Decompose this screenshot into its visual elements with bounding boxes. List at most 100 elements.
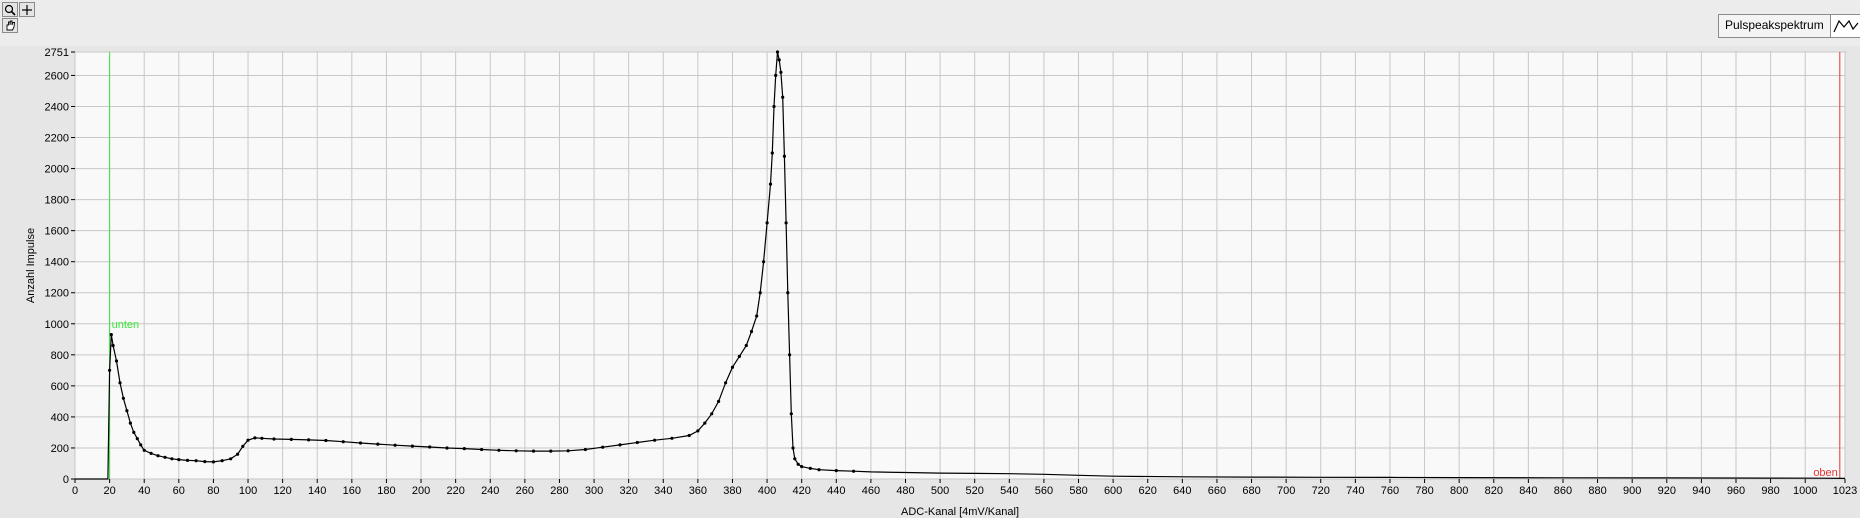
x-tick-label: 220 <box>446 485 464 497</box>
x-tick-label: 500 <box>931 485 949 497</box>
data-point <box>791 446 795 450</box>
cursor-label-unten: unten <box>112 319 140 331</box>
x-tick-label: 680 <box>1242 485 1260 497</box>
data-point <box>755 314 759 318</box>
y-tick-label: 800 <box>51 350 69 362</box>
x-tick-label: 580 <box>1069 485 1087 497</box>
x-tick-label: 360 <box>689 485 707 497</box>
data-point <box>670 436 674 440</box>
data-point <box>229 457 233 461</box>
x-tick-label: 700 <box>1277 485 1295 497</box>
data-point <box>132 430 136 434</box>
data-point <box>125 409 129 413</box>
data-point <box>531 449 536 453</box>
y-tick-label: 2000 <box>45 164 69 176</box>
x-tick-label: 720 <box>1312 485 1330 497</box>
x-tick-label: 520 <box>966 485 984 497</box>
data-point <box>834 469 838 473</box>
data-point <box>428 445 432 449</box>
data-point <box>203 460 207 464</box>
data-point <box>341 440 345 444</box>
data-point <box>170 457 174 461</box>
data-point <box>114 359 119 363</box>
crosshair-tool-button[interactable] <box>19 2 35 17</box>
x-tick-label: 340 <box>654 485 672 497</box>
x-tick-label: 320 <box>619 485 637 497</box>
x-axis-label: ADC-Kanal [4mV/Kanal] <box>901 506 1019 518</box>
data-point <box>762 260 766 264</box>
y-tick-label: 2400 <box>45 101 69 113</box>
zoom-tool-button[interactable] <box>2 2 18 17</box>
data-point <box>781 95 785 99</box>
x-tick-label: 660 <box>1208 485 1226 497</box>
x-tick-label: 40 <box>138 485 150 497</box>
pan-tool-button[interactable] <box>2 18 18 33</box>
x-tick-label: 640 <box>1173 485 1191 497</box>
data-point <box>800 465 804 469</box>
legend-series-name: Pulspeakspektrum <box>1725 18 1824 32</box>
y-tick-label: 2200 <box>45 133 69 145</box>
x-tick-label: 940 <box>1692 485 1710 497</box>
plot-legend[interactable]: Pulspeakspektrum <box>1718 14 1860 38</box>
plot-area <box>74 51 1846 480</box>
data-point <box>324 438 328 443</box>
data-point <box>410 444 414 448</box>
data-point <box>583 447 588 452</box>
cursor-label-oben: oben <box>1813 467 1837 479</box>
data-point <box>289 437 293 441</box>
x-tick-label: 1000 <box>1793 485 1817 497</box>
data-point <box>566 449 570 453</box>
x-tick-label: 140 <box>308 485 326 497</box>
data-point <box>253 436 257 440</box>
legend-line-style-swatch[interactable] <box>1829 15 1860 37</box>
x-tick-label: 200 <box>412 485 430 497</box>
data-point <box>703 421 707 425</box>
y-tick-label: 200 <box>51 443 69 455</box>
x-tick-label: 280 <box>550 485 568 497</box>
x-tick-label: 300 <box>585 485 603 497</box>
data-point <box>601 445 605 449</box>
data-point <box>246 438 250 442</box>
data-point <box>808 466 812 470</box>
data-point <box>445 446 449 450</box>
x-tick-label: 460 <box>862 485 880 497</box>
x-tick-label: 440 <box>827 485 845 497</box>
data-point <box>108 368 112 372</box>
line-style-icon <box>1833 19 1859 33</box>
data-point <box>730 365 735 369</box>
data-point <box>793 457 797 461</box>
x-tick-label: 960 <box>1727 485 1745 497</box>
y-tick-label: 2600 <box>45 70 69 82</box>
data-point <box>260 436 264 440</box>
data-point <box>687 433 691 438</box>
data-point <box>788 353 792 357</box>
data-point <box>109 333 113 337</box>
data-point <box>710 412 714 416</box>
x-tick-label: 620 <box>1139 485 1157 497</box>
data-point <box>272 437 276 441</box>
x-tick-label: 740 <box>1346 485 1364 497</box>
data-point <box>696 429 700 433</box>
data-point <box>782 154 787 158</box>
data-point <box>185 458 190 462</box>
data-point <box>139 443 143 447</box>
x-tick-label: 920 <box>1658 485 1676 497</box>
series-0 <box>75 50 1846 480</box>
y-tick-label: 2751 <box>45 47 69 59</box>
data-point <box>549 449 553 453</box>
data-point <box>765 221 769 225</box>
data-point <box>241 444 245 448</box>
pan-icon <box>6 20 16 31</box>
x-tick-label: 180 <box>377 485 395 497</box>
y-tick-label: 1400 <box>45 257 69 269</box>
data-point <box>758 291 762 295</box>
data-point <box>786 291 790 295</box>
data-point <box>156 454 160 458</box>
y-tick-label: 600 <box>51 381 69 393</box>
x-tick-label: 760 <box>1381 485 1399 497</box>
data-point <box>817 468 821 472</box>
data-point <box>393 443 397 447</box>
data-point <box>618 443 622 447</box>
y-tick-label: 0 <box>63 474 69 486</box>
